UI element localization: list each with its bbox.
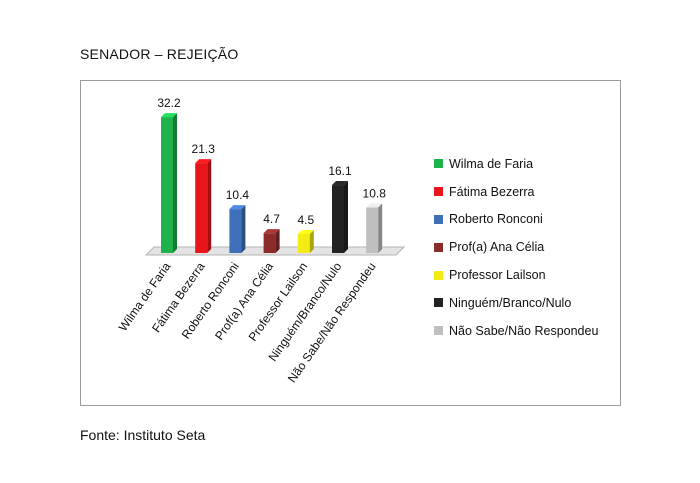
- bar: [195, 159, 212, 253]
- legend-swatch: [434, 159, 443, 169]
- legend-swatch: [434, 187, 443, 197]
- chart-frame: [80, 80, 621, 406]
- bar: [161, 113, 177, 253]
- data-label: 10.8: [363, 186, 387, 200]
- legend-item: Professor Lailson: [434, 261, 598, 289]
- data-label: 10.4: [226, 188, 250, 202]
- legend-item: Wilma de Faria: [434, 150, 598, 178]
- chart-heading: SENADOR – REJEIÇÃO: [80, 46, 239, 62]
- legend-label: Não Sabe/Não Respondeu: [449, 323, 599, 338]
- chart-legend: Wilma de Faria Fátima Bezerra Roberto Ronc…: [434, 150, 598, 345]
- legend-swatch: [434, 214, 443, 224]
- source-note: Fonte: Instituto Seta: [80, 427, 206, 443]
- legend-label: Prof(a) Ana Célia: [449, 240, 545, 255]
- data-label: 32.2: [157, 96, 181, 110]
- bar: [366, 203, 383, 253]
- legend-swatch: [434, 242, 443, 252]
- legend-item: Não Sabe/Não Respondeu: [434, 317, 598, 345]
- data-label: 4.5: [297, 213, 314, 227]
- bar: [263, 229, 280, 253]
- legend-swatch: [434, 326, 443, 336]
- legend-swatch: [434, 298, 443, 308]
- legend-item: Fátima Bezerra: [434, 178, 598, 206]
- legend-label: Professor Lailson: [449, 268, 546, 283]
- legend-label: Ninguém/Branco/Nulo: [449, 295, 572, 310]
- data-label: 21.3: [192, 142, 216, 156]
- bar: [332, 181, 348, 253]
- bar: [297, 230, 314, 253]
- legend-label: Fátima Bezerra: [449, 184, 535, 199]
- legend-item: Ninguém/Branco/Nulo: [434, 289, 598, 317]
- legend-label: Roberto Ronconi: [449, 212, 543, 227]
- legend-swatch: [434, 270, 443, 280]
- data-label: 4.7: [263, 212, 280, 226]
- data-label: 16.1: [328, 164, 352, 178]
- legend-item: Prof(a) Ana Célia: [434, 233, 598, 261]
- bar: [229, 205, 246, 253]
- legend-item: Roberto Ronconi: [434, 206, 598, 234]
- legend-label: Wilma de Faria: [449, 156, 534, 171]
